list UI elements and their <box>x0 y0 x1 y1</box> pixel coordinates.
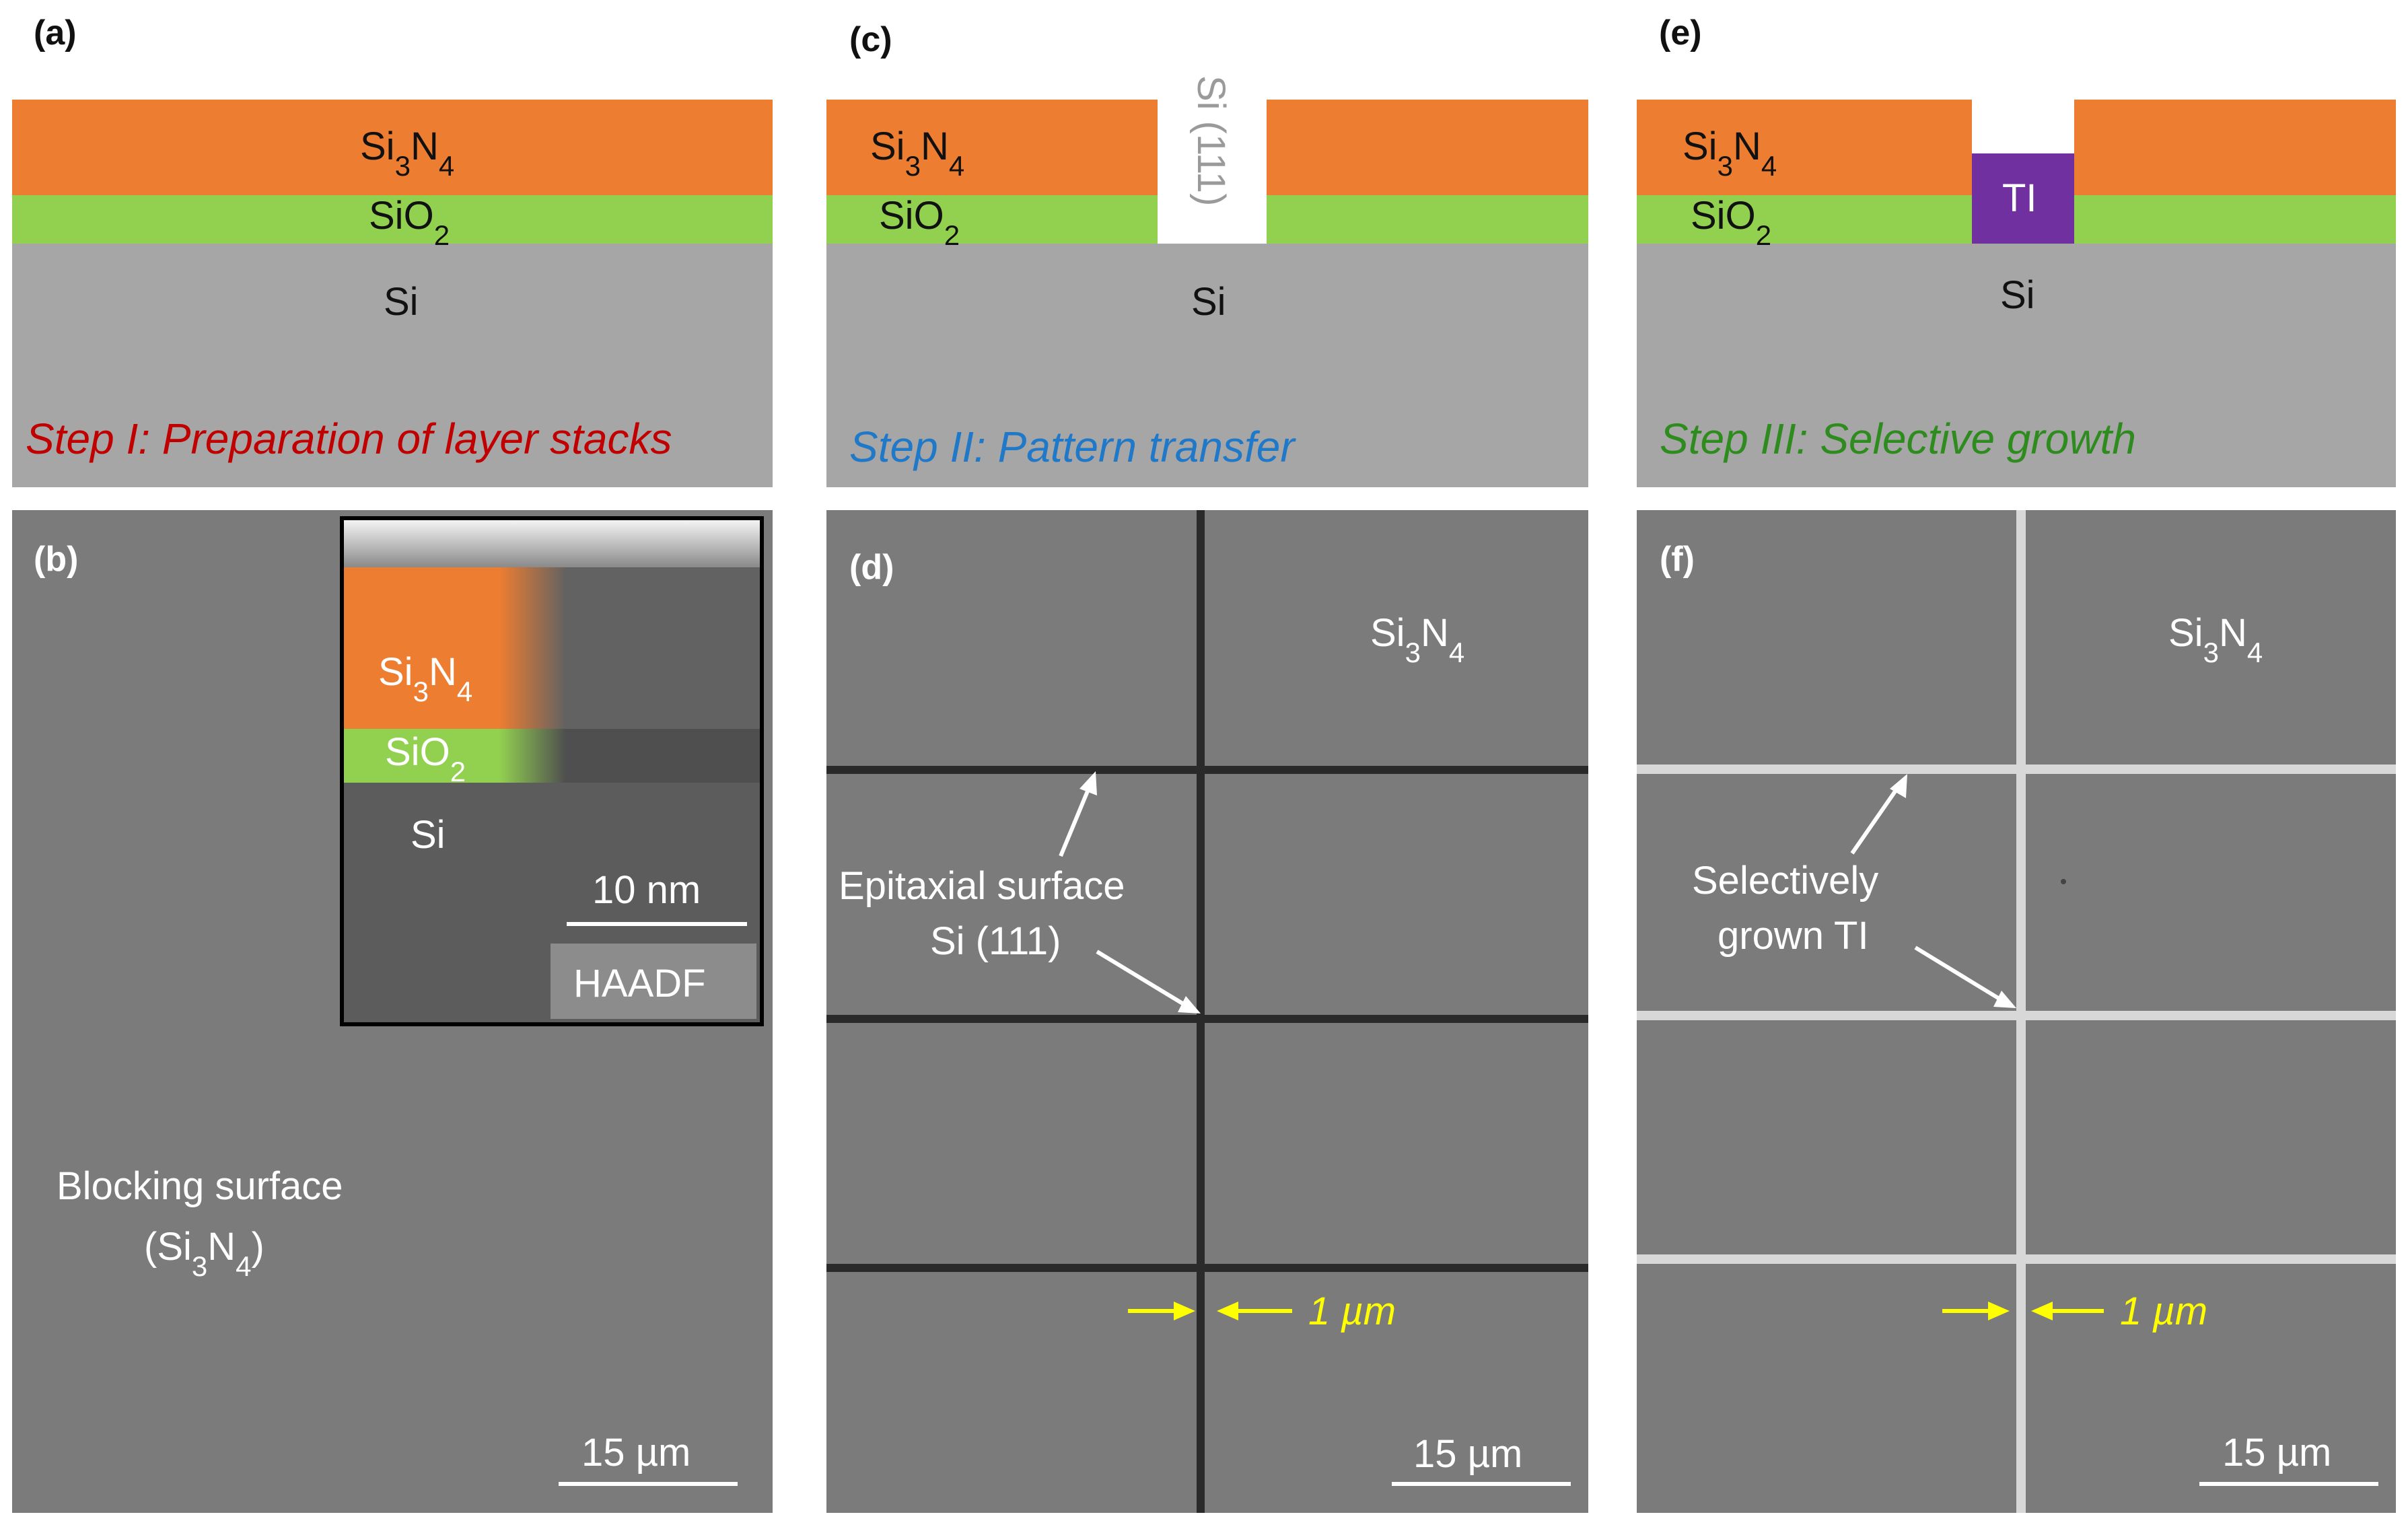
sio2-label-e: SiO2 <box>1691 194 1771 251</box>
inset-si3n4-overlay <box>344 567 566 729</box>
trench-h2 <box>826 1015 1588 1023</box>
si3n4-label-e: Si3N4 <box>1683 125 1777 182</box>
panel-a: (a) Si3N4 SiO2 Si Step I: Preparation of… <box>12 13 773 487</box>
grown-ti-lines <box>1637 510 2396 1513</box>
sem-image-d <box>826 510 1588 1513</box>
scale-bar-d <box>1392 1482 1571 1486</box>
si-substrate-e <box>1637 244 2396 487</box>
step3-caption: Step III: Selective growth <box>1660 415 2136 463</box>
haadf-badge <box>551 944 756 1019</box>
panel-label-b: (b) <box>34 540 78 579</box>
si-label-a: Si <box>384 280 419 324</box>
si3n4-label-a: Si3N4 <box>360 125 454 182</box>
si3n4-label-f: Si3N4 <box>2168 611 2263 668</box>
si3n4-label-d: Si3N4 <box>1370 611 1464 668</box>
panel-f: (f) Si3N4 Selectively grown TI 1 µm 15 µ… <box>1637 510 2396 1513</box>
surface-particle <box>2061 879 2066 884</box>
blocking-surface-text: Blocking surface <box>57 1164 343 1208</box>
panel-c: (c) Si3N4 SiO2 Si Si (111) Step II: Patt… <box>826 20 1588 487</box>
inset-si3n4-label: Si3N4 <box>378 650 472 707</box>
gap-arrows-d <box>1128 1302 1292 1320</box>
ti-label: TI <box>2002 176 2037 220</box>
sio2-layer-e-left <box>1637 195 1972 244</box>
gap-label-f: 1 µm <box>2120 1289 2207 1333</box>
panel-label-d: (d) <box>849 548 894 587</box>
ti-line-h1 <box>1637 765 2396 774</box>
sio2-label-c: SiO2 <box>879 194 960 251</box>
si111-text-d: Si (111) <box>930 919 1061 963</box>
gap-arrows-f <box>1942 1302 2104 1320</box>
si3n4-layer-c-right <box>1267 100 1588 195</box>
trench-h3 <box>826 1264 1588 1272</box>
inset-sio2-label: SiO2 <box>385 730 466 787</box>
trench-vertical <box>1197 510 1205 1513</box>
si111-trenches <box>826 510 1588 1513</box>
pointer-arrow-f1 <box>1850 774 1907 855</box>
epitaxial-surface-text: Epitaxial surface <box>839 864 1125 908</box>
grown-ti-text: grown TI <box>1718 914 1869 958</box>
scale-bar-f <box>2199 1482 2378 1486</box>
si-label-e: Si <box>2000 273 2035 317</box>
panel-label-e: (e) <box>1659 13 1702 52</box>
si3n4-label-c: Si3N4 <box>870 125 964 182</box>
inset-scale-bar <box>567 922 747 926</box>
si3n4-layer-a <box>12 100 773 195</box>
si3n4-layer-e-left <box>1637 100 1972 195</box>
si-label-c: Si <box>1191 280 1226 324</box>
ti-line-h2 <box>1637 1011 2396 1020</box>
scale-text-f: 15 µm <box>2222 1431 2331 1475</box>
si-substrate-c <box>826 244 1588 487</box>
panel-b: (b) Si3N4 SiO2 Si 10 nm HAADF Blocking s… <box>12 510 773 1513</box>
sio2-layer-e-right <box>2074 195 2396 244</box>
inset-cap-layer <box>344 520 760 567</box>
selectively-text: Selectively <box>1692 859 1878 902</box>
blocking-surface-material: (Si3N4) <box>144 1225 264 1282</box>
sio2-layer-a <box>12 195 773 244</box>
scale-text-b: 15 µm <box>581 1431 690 1475</box>
gap-label-d: 1 µm <box>1308 1289 1396 1333</box>
si111-vertical-label: Si (111) <box>1189 75 1233 206</box>
pointer-arrow-f2 <box>1914 946 2016 1008</box>
sio2-layer-c-left <box>826 195 1158 244</box>
panel-d: (d) Si3N4 Epitaxial surface Si (111) 1 µ… <box>826 510 1588 1513</box>
haadf-inset: Si3N4 SiO2 Si 10 nm HAADF <box>340 516 764 1026</box>
ti-line-h3 <box>1637 1254 2396 1264</box>
scale-bar-b <box>559 1482 738 1486</box>
panel-label-a: (a) <box>34 13 77 52</box>
step1-caption: Step I: Preparation of layer stacks <box>26 415 672 463</box>
sio2-layer-c-right <box>1267 195 1588 244</box>
inset-si-label: Si <box>411 813 446 857</box>
panel-e: (e) TI Si3N4 SiO2 Si Step III: Selective… <box>1637 13 2396 487</box>
si-substrate-a <box>12 244 773 487</box>
haadf-text: HAADF <box>573 962 706 1005</box>
sio2-label-a: SiO2 <box>369 194 450 251</box>
step2-caption: Step II: Pattern transfer <box>849 423 1296 471</box>
pointer-arrow-d1 <box>1059 771 1097 857</box>
si3n4-layer-c-left <box>826 100 1158 195</box>
si3n4-layer-e-right <box>2074 100 2396 195</box>
scale-text-d: 15 µm <box>1413 1432 1522 1476</box>
inset-sio2-overlay <box>344 729 566 783</box>
inset-scale-text: 10 nm <box>592 868 701 912</box>
panel-label-c: (c) <box>849 20 892 59</box>
panel-label-f: (f) <box>1660 540 1695 579</box>
pointer-arrow-d2 <box>1096 950 1201 1014</box>
trench-h1 <box>826 766 1588 774</box>
ti-block <box>1972 153 2074 244</box>
